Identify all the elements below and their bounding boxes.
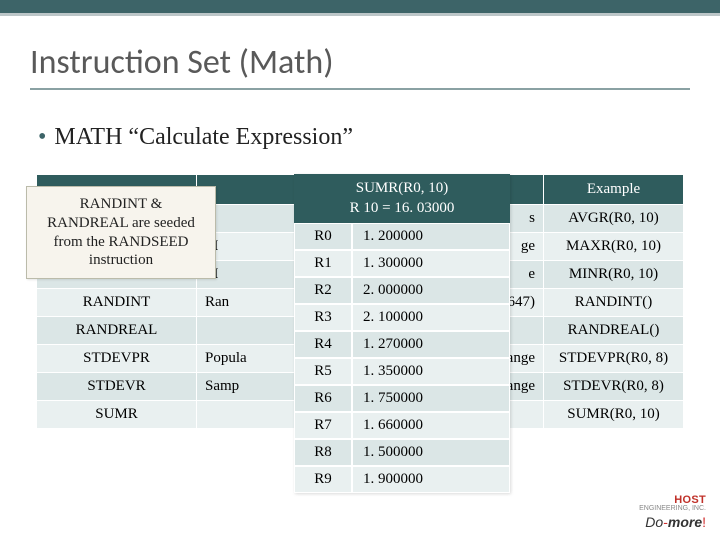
randseed-note: RANDINT & RANDREAL are seeded from the R…	[26, 186, 216, 279]
sumr-val: 1. 300000	[352, 250, 510, 277]
cell-example: SUMR(R0, 10)	[544, 401, 684, 429]
sumr-row: R32. 100000	[294, 304, 510, 331]
bullet-heading: • MATH “Calculate Expression”	[38, 124, 353, 151]
cell-name: RANDINT	[37, 289, 197, 317]
sumr-reg: R8	[294, 439, 352, 466]
sumr-reg: R0	[294, 223, 352, 250]
cell-name: RANDREAL	[37, 317, 197, 345]
domore-bang: !	[702, 514, 706, 530]
sumr-val: 2. 000000	[352, 277, 510, 304]
domore-do: Do	[645, 514, 663, 530]
cell-example: RANDREAL()	[544, 317, 684, 345]
sumr-overlay: SUMR(R0, 10) R 10 = 16. 03000 R01. 20000…	[294, 174, 510, 493]
cell-example: STDEVR(R0, 8)	[544, 373, 684, 401]
sumr-val: 1. 750000	[352, 385, 510, 412]
sumr-val: 2. 100000	[352, 304, 510, 331]
sumr-reg: R3	[294, 304, 352, 331]
sumr-row: R81. 500000	[294, 439, 510, 466]
sumr-val: 1. 900000	[352, 466, 510, 493]
sumr-reg: R9	[294, 466, 352, 493]
domore-more: more	[668, 514, 702, 530]
cell-name: SUMR	[37, 401, 197, 429]
sumr-val: 1. 660000	[352, 412, 510, 439]
domore-logo: Do-more!	[639, 514, 706, 530]
cell-example: RANDINT()	[544, 289, 684, 317]
sumr-reg: R5	[294, 358, 352, 385]
sumr-reg: R7	[294, 412, 352, 439]
sumr-row: R41. 270000	[294, 331, 510, 358]
sumr-reg: R2	[294, 277, 352, 304]
cell-example: AVGR(R0, 10)	[544, 205, 684, 233]
host-subtitle: ENGINEERING, INC.	[639, 505, 706, 512]
sumr-reg: R1	[294, 250, 352, 277]
bullet-dot: •	[38, 124, 46, 150]
page-title: Instruction Set (Math)	[30, 42, 334, 83]
sumr-val: 1. 200000	[352, 223, 510, 250]
cell-name: STDEVPR	[37, 345, 197, 373]
bullet-text: MATH “Calculate Expression”	[54, 124, 353, 150]
title-underline	[30, 88, 690, 90]
sumr-val: 1. 500000	[352, 439, 510, 466]
sumr-row: R91. 900000	[294, 466, 510, 493]
sumr-val: 1. 350000	[352, 358, 510, 385]
sumr-row: R51. 350000	[294, 358, 510, 385]
cell-name: STDEVR	[37, 373, 197, 401]
cell-example: STDEVPR(R0, 8)	[544, 345, 684, 373]
th-example: Example	[544, 175, 684, 205]
sumr-val: 1. 270000	[352, 331, 510, 358]
sumr-header-line2: R 10 = 16. 03000	[350, 200, 455, 216]
sumr-header-line1: SUMR(R0, 10)	[356, 180, 449, 196]
sumr-row: R01. 200000	[294, 223, 510, 250]
sumr-row: R61. 750000	[294, 385, 510, 412]
footer-logo: HOST ENGINEERING, INC. Do-more!	[639, 494, 706, 530]
sumr-row: R11. 300000	[294, 250, 510, 277]
sumr-header: SUMR(R0, 10) R 10 = 16. 03000	[294, 174, 510, 223]
cell-example: MAXR(R0, 10)	[544, 233, 684, 261]
cell-example: MINR(R0, 10)	[544, 261, 684, 289]
sumr-row: R22. 000000	[294, 277, 510, 304]
top-accent-bar	[0, 0, 720, 16]
sumr-row: R71. 660000	[294, 412, 510, 439]
sumr-reg: R6	[294, 385, 352, 412]
sumr-reg: R4	[294, 331, 352, 358]
